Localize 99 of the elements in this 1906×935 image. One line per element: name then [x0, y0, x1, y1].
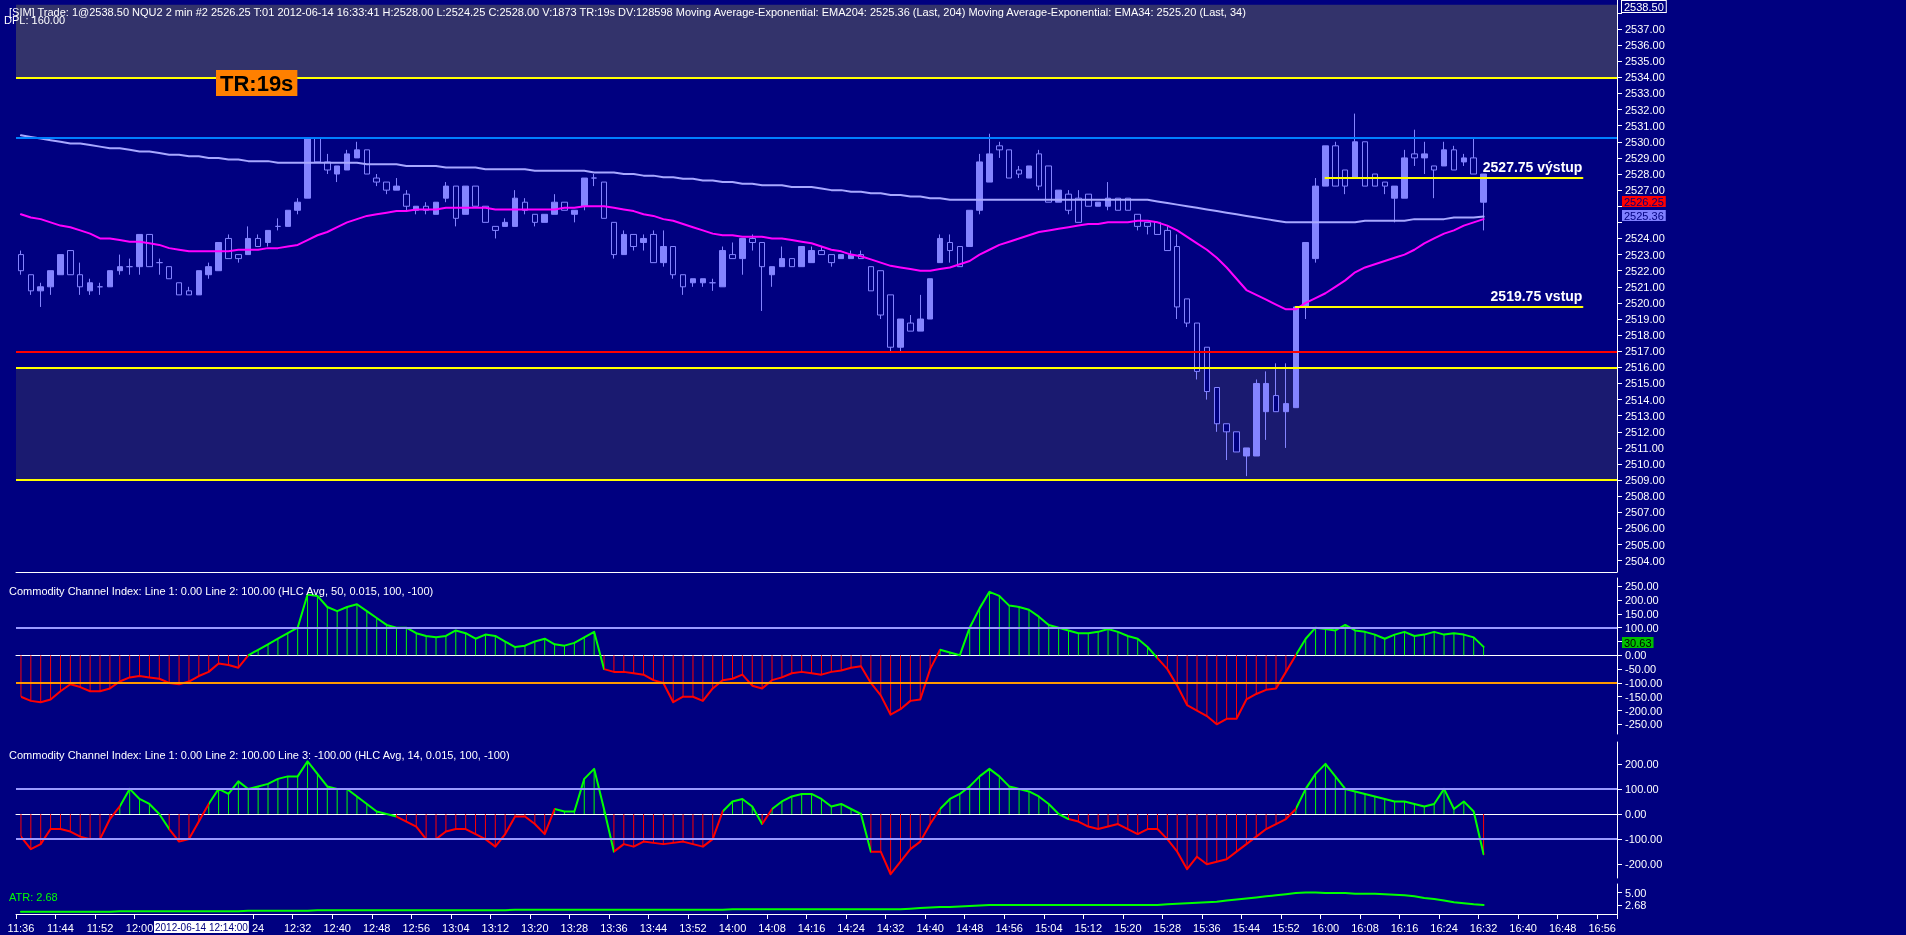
text: 2538.50 — [1624, 0, 1664, 13]
text: ATR: 2.68 — [9, 890, 58, 903]
y-tick-label: 0.00 — [1625, 808, 1647, 821]
x-tick-label: 15:28 — [1153, 921, 1182, 934]
y-tick-label: 2513.00 — [1625, 409, 1665, 422]
y-tick-label: 2520.00 — [1625, 296, 1665, 309]
y-tick-label: -150.00 — [1625, 690, 1663, 703]
x-tick-label: 13:20 — [521, 921, 549, 934]
y-tick-label: 200.00 — [1625, 594, 1659, 607]
x-tick-label: 11:52 — [86, 921, 114, 934]
y-tick-label: 2533.00 — [1625, 87, 1665, 100]
y-tick-label: 2528.00 — [1625, 168, 1665, 181]
x-tick-label: 14:40 — [916, 921, 944, 934]
y-tick-label: 0.00 — [1625, 649, 1647, 662]
y-tick-label: 2511.00 — [1625, 441, 1664, 454]
y-tick-label: 2512.00 — [1625, 425, 1665, 438]
y-tick-label: 2509.00 — [1625, 474, 1665, 487]
text: Commodity Channel Index: Line 1: 0.00 Line 2: 100.00 (HLC Avg, 50, 0.015, 100, -100) — [9, 584, 434, 597]
x-tick-label: 16:56 — [1588, 921, 1616, 934]
y-tick-label: -100.00 — [1625, 676, 1663, 689]
y-tick-label: -100.00 — [1625, 833, 1663, 846]
x-tick-label: 15:52 — [1272, 921, 1300, 934]
x-tick-label: 24 — [252, 921, 265, 934]
y-tick-label: -200.00 — [1625, 858, 1663, 871]
y-tick-label: 2506.00 — [1625, 522, 1665, 535]
y-tick-label: 2504.00 — [1625, 554, 1665, 567]
y-tick-label: 5.00 — [1625, 886, 1647, 899]
x-tick-label: 16:48 — [1548, 921, 1577, 934]
y-tick-label: 2536.00 — [1625, 39, 1665, 52]
y-tick-label: 2510.00 — [1625, 458, 1665, 471]
y-tick-label: 2518.00 — [1625, 329, 1665, 342]
x-tick-label: 15:04 — [1034, 921, 1063, 934]
x-tick-label: 13:28 — [560, 921, 589, 934]
y-tick-label: 2524.00 — [1625, 232, 1665, 245]
y-tick-label: 150.00 — [1625, 607, 1659, 620]
x-tick-label: 13:44 — [639, 921, 668, 934]
y-tick-label: 2517.00 — [1625, 345, 1665, 358]
y-tick-label: 2508.00 — [1625, 490, 1665, 503]
x-tick-label: 16:08 — [1351, 921, 1379, 934]
text: 2526.25 — [1624, 195, 1664, 208]
y-tick-label: 250.00 — [1625, 580, 1659, 593]
y-tick-label: 100.00 — [1625, 621, 1659, 634]
x-tick-label: 11:44 — [47, 921, 74, 934]
x-tick-label: 14:08 — [758, 921, 786, 934]
text: 2012-06-14 12:14:00 — [155, 921, 249, 933]
x-tick-label: 15:36 — [1193, 921, 1221, 934]
y-tick-label: 2537.00 — [1625, 23, 1665, 35]
x-tick-label: 14:00 — [718, 921, 747, 934]
y-tick-label: 2507.00 — [1625, 506, 1665, 519]
x-tick-label: 13:36 — [600, 921, 628, 934]
annotation: TR:19s — [220, 70, 294, 96]
x-tick-label: 12:40 — [323, 921, 351, 934]
x-tick-label: 14:56 — [995, 921, 1023, 934]
x-tick-label: 14:24 — [837, 921, 865, 934]
text: 2525.36 — [1624, 209, 1664, 222]
y-tick-label: 2531.00 — [1625, 119, 1665, 132]
x-tick-label: 12:32 — [283, 921, 312, 934]
y-tick-label: 2527.00 — [1625, 184, 1665, 197]
x-tick-label: 15:12 — [1074, 921, 1103, 934]
x-tick-label: 14:16 — [797, 921, 826, 934]
x-tick-label: 12:56 — [402, 921, 431, 934]
y-tick-label: 2515.00 — [1625, 377, 1665, 390]
y-tick-label: 2530.00 — [1625, 135, 1665, 148]
y-tick-label: 2.68 — [1625, 899, 1647, 911]
y-tick-label: 2516.00 — [1625, 361, 1665, 374]
x-tick-label: 16:32 — [1469, 921, 1498, 934]
y-tick-label: 2505.00 — [1625, 538, 1665, 551]
x-tick-label: 13:52 — [679, 921, 707, 934]
x-tick-label: 12:00 — [125, 921, 154, 934]
y-tick-label: 2532.00 — [1625, 103, 1665, 116]
y-tick-label: -50.00 — [1625, 663, 1657, 676]
y-tick-label: 2523.00 — [1625, 248, 1665, 261]
x-tick-label: 15:20 — [1114, 921, 1142, 934]
x-tick-label: 16:16 — [1390, 921, 1419, 934]
x-tick-label: 16:24 — [1430, 921, 1458, 934]
y-tick-label: 2521.00 — [1625, 280, 1665, 293]
x-tick-label: 14:48 — [955, 921, 984, 934]
y-tick-label: 2529.00 — [1625, 151, 1665, 164]
y-tick-label: 200.00 — [1625, 757, 1659, 770]
text: Commodity Channel Index: Line 1: 0.00 Line 2: 100.00 Line 3: -100.00 (HLC Avg, 14, 0.015, 100, -100) — [9, 748, 510, 761]
y-tick-label: 2535.00 — [1625, 55, 1665, 68]
x-tick-label: 13:04 — [442, 921, 470, 934]
y-tick-label: 2534.00 — [1625, 71, 1665, 84]
y-tick-label: -250.00 — [1625, 718, 1663, 731]
x-tick-label: 16:40 — [1509, 921, 1537, 934]
x-tick-label: 12:48 — [362, 921, 391, 934]
y-tick-label: -200.00 — [1625, 704, 1663, 717]
y-tick-label: 100.00 — [1625, 782, 1659, 795]
series-label: 2527.75 výstup — [1482, 159, 1583, 176]
x-tick-label: 15:44 — [1232, 921, 1261, 934]
y-tick-label: 2514.00 — [1625, 393, 1665, 406]
text: 30.63 — [1624, 636, 1652, 649]
x-tick-label: 16:00 — [1311, 921, 1340, 934]
x-tick-label: 11:36 — [7, 921, 35, 934]
series-label: 2519.75 vstup — [1490, 287, 1583, 304]
y-tick-label: 2519.00 — [1625, 313, 1665, 326]
y-tick-label: 2522.00 — [1625, 264, 1665, 277]
x-tick-label: 14:32 — [876, 921, 905, 934]
x-tick-label: 13:12 — [481, 921, 510, 934]
